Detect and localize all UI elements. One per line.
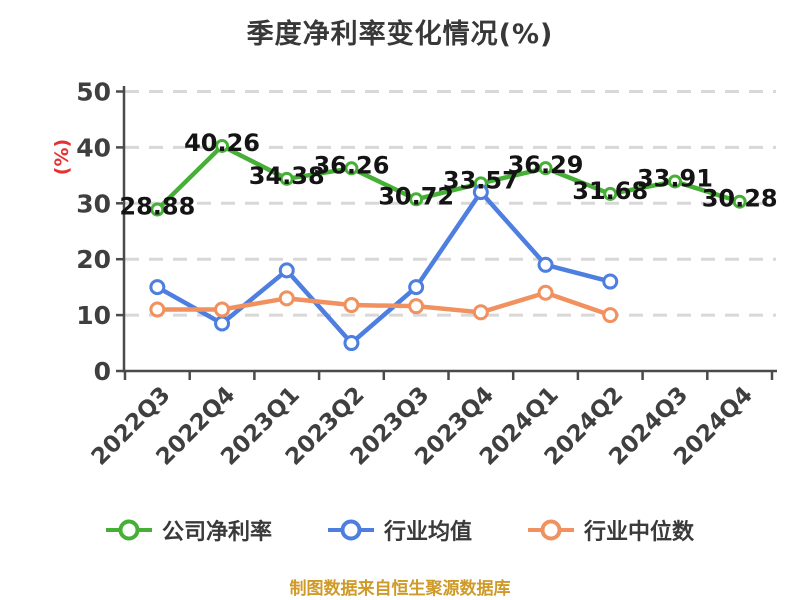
data-point-industry-mean [149,279,166,296]
legend-item-company-net-margin[interactable]: 公司净利率 [105,514,272,546]
legend-item-industry-median[interactable]: 行业中位数 [528,514,694,546]
data-point-industry-median [537,284,554,301]
y-tick-label: 40 [76,133,111,162]
data-point-industry-mean [278,262,295,279]
y-tick-label: 50 [76,78,111,107]
chart-plot: 010203040502022Q32022Q42023Q12023Q22023Q… [76,78,778,471]
line-industry-mean [155,189,613,346]
data-point-company-net-margin [344,161,359,176]
data-point-industry-mean [343,335,360,352]
data-point-company-net-margin [667,174,682,189]
data-label: 30.28 [702,185,778,213]
legend-label: 公司净利率 [161,520,272,545]
data-point-industry-mean [602,273,619,290]
data-point-company-net-margin [538,161,553,176]
data-point-company-net-margin [215,138,230,153]
y-tick-label: 30 [76,189,111,218]
data-point-company-net-margin [279,171,294,186]
legend-item-industry-mean[interactable]: 行业均值 [327,514,472,546]
data-source-note: 制图数据来自恒生聚源数据库 [289,579,511,599]
data-point-industry-median [408,298,425,315]
data-point-industry-mean [408,279,425,296]
data-label: 40.26 [184,129,260,157]
legend-label: 行业中位数 [584,520,695,545]
data-label: 30.72 [378,182,454,210]
data-point-industry-median [214,301,231,318]
line-industry-median [155,290,613,318]
legend: 公司净利率 行业均值 行业中位数 [0,514,800,546]
data-point-company-net-margin [603,186,618,201]
data-point-industry-mean [537,256,554,273]
data-label: 28.88 [119,193,195,221]
line-company-net-margin [155,143,742,212]
data-point-industry-median [343,297,360,314]
data-point-industry-mean [214,315,231,332]
data-label: 33.57 [443,166,519,194]
y-tick-label: 0 [94,357,111,386]
legend-marker-icon [528,519,574,541]
data-point-company-net-margin [409,192,424,207]
data-point-company-net-margin [150,202,165,217]
legend-marker-icon [327,519,374,541]
data-point-industry-median [472,304,489,321]
chart-title: 季度净利率变化情况(%) [246,19,554,50]
data-point-industry-mean [472,184,489,201]
data-label: 33.91 [637,164,713,192]
data-point-company-net-margin [732,194,747,209]
legend-label: 行业均值 [383,520,472,545]
legend-marker-icon [105,519,152,541]
data-label: 36.29 [508,151,584,179]
data-point-industry-median [278,290,295,307]
data-label: 31.68 [572,177,648,205]
y-tick-label: 10 [76,301,111,330]
data-label: 34.38 [249,162,325,190]
y-tick-label: 20 [76,245,111,274]
data-point-industry-median [149,301,166,318]
data-point-industry-median [602,307,619,324]
data-label: 36.26 [313,151,389,179]
